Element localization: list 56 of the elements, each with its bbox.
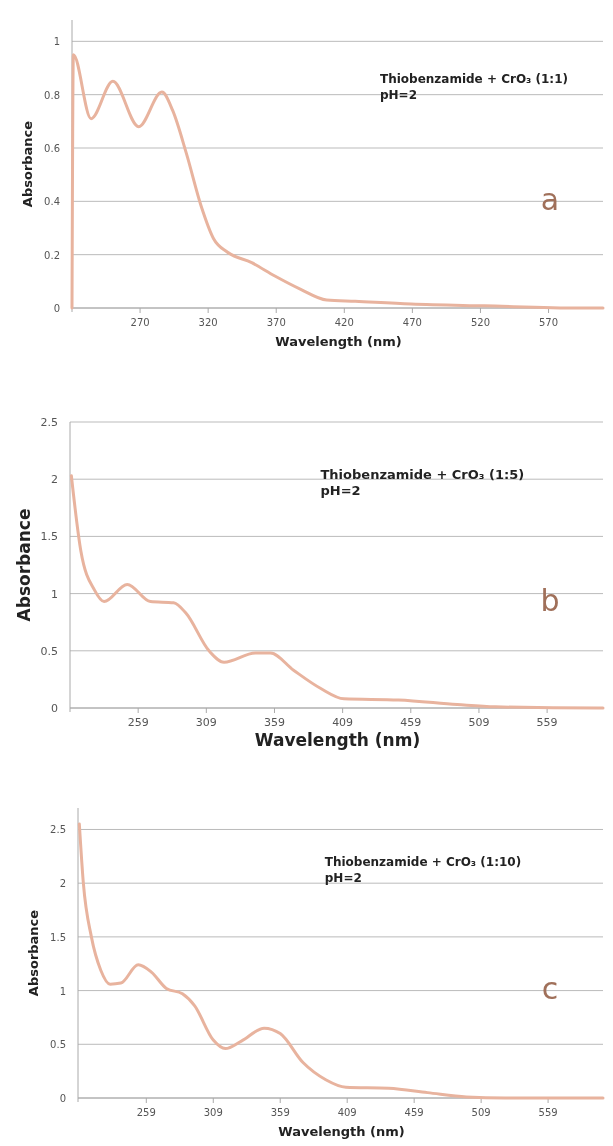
x-tick-label: 409: [332, 716, 354, 729]
annotation: Thiobenzamide + CrO₃ (1:1): [379, 72, 569, 87]
y-tick-label: 0.2: [44, 249, 60, 261]
x-axis-title: Wavelength (nm): [278, 1124, 405, 1139]
annotation: pH=2: [379, 88, 418, 103]
y-tick-label: 0: [59, 1093, 66, 1104]
y-axis-title: Absorbance: [14, 508, 34, 622]
x-tick-label: 370: [266, 317, 286, 328]
x-tick-label: 559: [536, 716, 558, 729]
annotation: a: [540, 182, 560, 218]
annotation: b: [540, 582, 560, 618]
x-tick-label: 359: [270, 1107, 290, 1118]
x-tick-label: 459: [404, 1107, 424, 1118]
y-tick-label: 0.5: [40, 644, 58, 658]
line-series: [70, 53, 605, 310]
x-tick-label: 259: [136, 1107, 156, 1118]
x-axis-title: Wavelength (nm): [275, 334, 402, 349]
annotation: pH=2: [324, 871, 362, 885]
y-tick-label: 0.6: [44, 143, 60, 154]
y-tick-label: 0: [51, 702, 58, 715]
annotation: c: [541, 971, 559, 1007]
y-tick-label: 2.5: [50, 824, 66, 836]
x-tick-label: 320: [198, 317, 218, 328]
x-tick-label: 570: [538, 317, 559, 328]
y-axis-title: Absorbance: [26, 909, 41, 997]
y-axis-title: Absorbance: [20, 120, 35, 208]
line-series: [77, 822, 605, 1100]
y-tick-label: 1: [59, 985, 66, 997]
y-tick-label: 0: [53, 303, 60, 314]
x-tick-label: 520: [470, 317, 491, 328]
x-tick-label: 309: [195, 716, 217, 729]
annotation: Thiobenzamide + CrO₃ (1:5): [320, 467, 525, 483]
y-tick-label: 0.8: [44, 89, 60, 101]
x-tick-label: 420: [334, 317, 354, 328]
y-tick-label: 1: [51, 587, 58, 601]
x-axis-title: Wavelength (nm): [254, 730, 421, 750]
x-tick-label: 359: [263, 716, 285, 729]
x-tick-label: 509: [471, 1107, 491, 1118]
y-tick-label: 2.5: [40, 416, 58, 429]
x-tick-label: 559: [538, 1107, 558, 1118]
y-tick-label: 2: [51, 473, 58, 487]
annotation: Thiobenzamide + CrO₃ (1:10): [324, 855, 522, 869]
x-tick-label: 259: [127, 716, 149, 729]
x-tick-label: 309: [203, 1107, 223, 1118]
y-tick-label: 0.4: [44, 196, 60, 208]
x-tick-label: 509: [468, 716, 490, 729]
y-tick-label: 1: [53, 36, 60, 48]
x-tick-label: 459: [400, 716, 422, 729]
y-tick-label: 0.5: [50, 1039, 66, 1051]
annotation: pH=2: [320, 483, 361, 499]
y-tick-label: 1.5: [40, 530, 58, 544]
x-tick-label: 470: [402, 317, 422, 328]
y-tick-label: 2: [59, 878, 66, 890]
x-tick-label: 270: [130, 317, 150, 328]
y-tick-label: 1.5: [50, 931, 66, 943]
x-tick-label: 409: [337, 1107, 357, 1118]
